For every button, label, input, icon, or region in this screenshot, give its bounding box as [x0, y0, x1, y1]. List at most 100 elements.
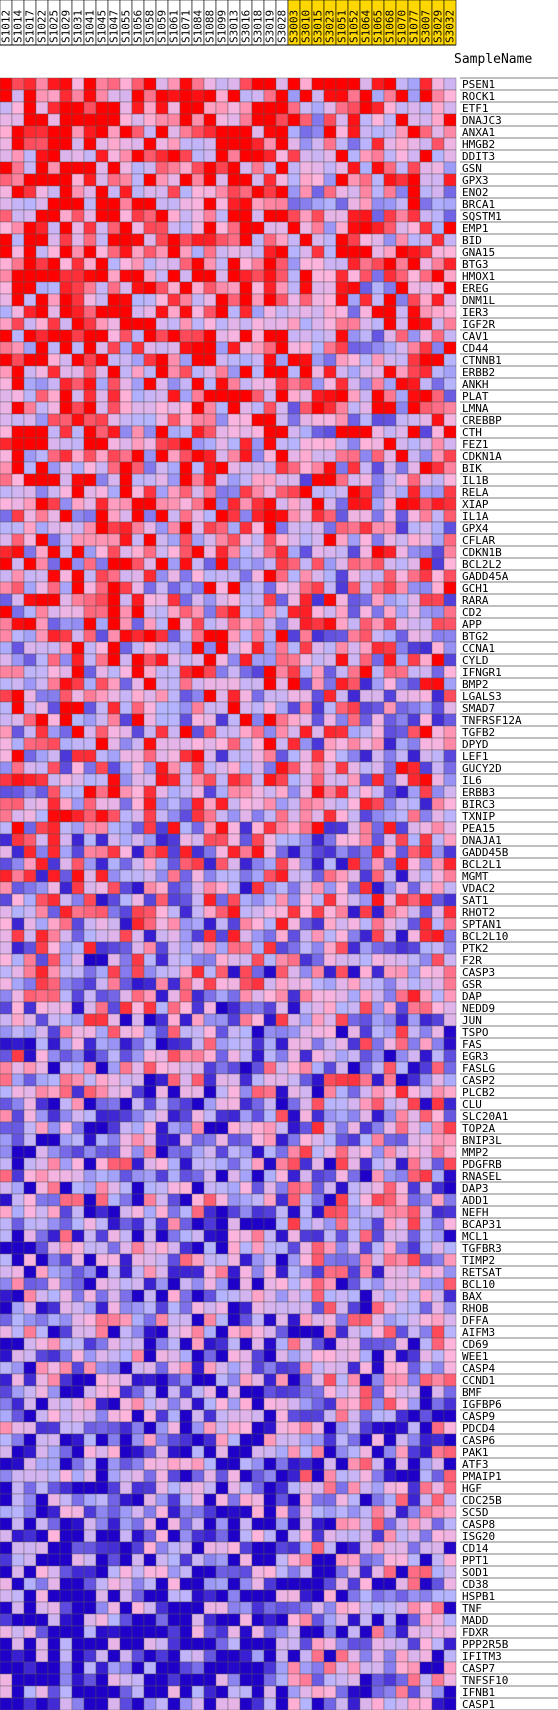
heatmap-cell	[107, 449, 121, 463]
heatmap-cell	[143, 293, 157, 307]
heatmap-cell	[23, 257, 37, 271]
heatmap-cell	[263, 1505, 277, 1519]
heatmap-cell	[35, 389, 49, 403]
heatmap-cell	[395, 401, 409, 415]
heatmap-cell	[191, 341, 205, 355]
heatmap-cell	[263, 1253, 277, 1267]
heatmap-cell	[443, 965, 457, 979]
heatmap-cell	[95, 1553, 109, 1567]
heatmap-cell	[335, 329, 349, 343]
heatmap-cell	[71, 1265, 85, 1279]
heatmap-cell	[347, 389, 361, 403]
heatmap-cell	[407, 197, 421, 211]
heatmap-cell	[47, 1361, 61, 1375]
heatmap-cell	[431, 773, 445, 787]
heatmap-cell	[167, 1385, 181, 1399]
heatmap-cell	[35, 1613, 49, 1627]
heatmap-cell	[11, 881, 25, 895]
heatmap-cell	[167, 437, 181, 451]
heatmap-cell	[35, 533, 49, 547]
heatmap-cell	[263, 1289, 277, 1303]
heatmap-cell	[299, 269, 313, 283]
heatmap-cell	[83, 1229, 97, 1243]
heatmap-cell	[335, 593, 349, 607]
heatmap-cell	[395, 377, 409, 391]
heatmap-cell	[335, 1205, 349, 1219]
heatmap-cell	[107, 1253, 121, 1267]
heatmap-cell	[155, 365, 169, 379]
heatmap-cell	[203, 1013, 217, 1027]
heatmap-cell	[335, 1601, 349, 1615]
heatmap-cell	[347, 353, 361, 367]
heatmap-cell	[299, 905, 313, 919]
heatmap-cell	[371, 437, 385, 451]
heatmap-cell	[311, 725, 325, 739]
heatmap-cell	[311, 905, 325, 919]
heatmap-cell	[83, 893, 97, 907]
heatmap-cell	[95, 1325, 109, 1339]
heatmap-cell	[431, 1073, 445, 1087]
heatmap-cell	[431, 461, 445, 475]
heatmap-cell	[371, 701, 385, 715]
heatmap-cell	[119, 1133, 133, 1147]
heatmap-cell	[407, 629, 421, 643]
heatmap-cell	[179, 1397, 193, 1411]
heatmap-cell	[131, 269, 145, 283]
heatmap-cell	[203, 377, 217, 391]
heatmap-cell	[407, 1457, 421, 1471]
heatmap-cell	[299, 1457, 313, 1471]
heatmap-cell	[287, 1397, 301, 1411]
heatmap-cell	[215, 1421, 229, 1435]
heatmap-cell	[275, 1121, 289, 1135]
heatmap-cell	[119, 1601, 133, 1615]
heatmap-cell	[131, 1241, 145, 1255]
heatmap-cell	[95, 1397, 109, 1411]
heatmap-cell	[191, 161, 205, 175]
heatmap-cell	[419, 929, 433, 943]
heatmap-cell	[35, 725, 49, 739]
heatmap-cell	[431, 641, 445, 655]
heatmap-cell	[275, 509, 289, 523]
heatmap-cell	[395, 1085, 409, 1099]
heatmap-cell	[47, 221, 61, 235]
heatmap-cell	[155, 845, 169, 859]
heatmap-cell	[119, 1013, 133, 1027]
heatmap-cell	[191, 821, 205, 835]
heatmap-cell	[407, 221, 421, 235]
heatmap-cell	[227, 1001, 241, 1015]
heatmap-cell	[47, 1553, 61, 1567]
heatmap-cell	[227, 749, 241, 763]
heatmap-cell	[35, 1505, 49, 1519]
heatmap-cell	[311, 1073, 325, 1087]
heatmap-cell	[11, 1025, 25, 1039]
heatmap-cell	[227, 953, 241, 967]
heatmap-cell	[335, 1097, 349, 1111]
heatmap-cell	[263, 257, 277, 271]
heatmap-cell	[287, 113, 301, 127]
heatmap-cell	[143, 1469, 157, 1483]
heatmap-cell	[263, 185, 277, 199]
heatmap-cell	[287, 833, 301, 847]
heatmap-cell	[0, 521, 13, 535]
heatmap-cell	[83, 1409, 97, 1423]
heatmap-cell	[419, 317, 433, 331]
heatmap-cell	[215, 1325, 229, 1339]
heatmap-cell	[251, 1469, 265, 1483]
heatmap-cell	[359, 1445, 373, 1459]
heatmap-cell	[395, 557, 409, 571]
heatmap-cell	[47, 509, 61, 523]
heatmap-cell	[119, 1325, 133, 1339]
heatmap-cell	[311, 893, 325, 907]
heatmap-cell	[119, 425, 133, 439]
heatmap-cell	[407, 269, 421, 283]
heatmap-cell	[323, 533, 337, 547]
heatmap-cell	[407, 257, 421, 271]
heatmap-cell	[191, 437, 205, 451]
heatmap-cell	[287, 1253, 301, 1267]
heatmap-cell	[263, 1601, 277, 1615]
heatmap-cell	[347, 893, 361, 907]
heatmap-cell	[167, 1541, 181, 1555]
heatmap-cell	[263, 149, 277, 163]
heatmap-cell	[167, 161, 181, 175]
heatmap-cell	[335, 449, 349, 463]
